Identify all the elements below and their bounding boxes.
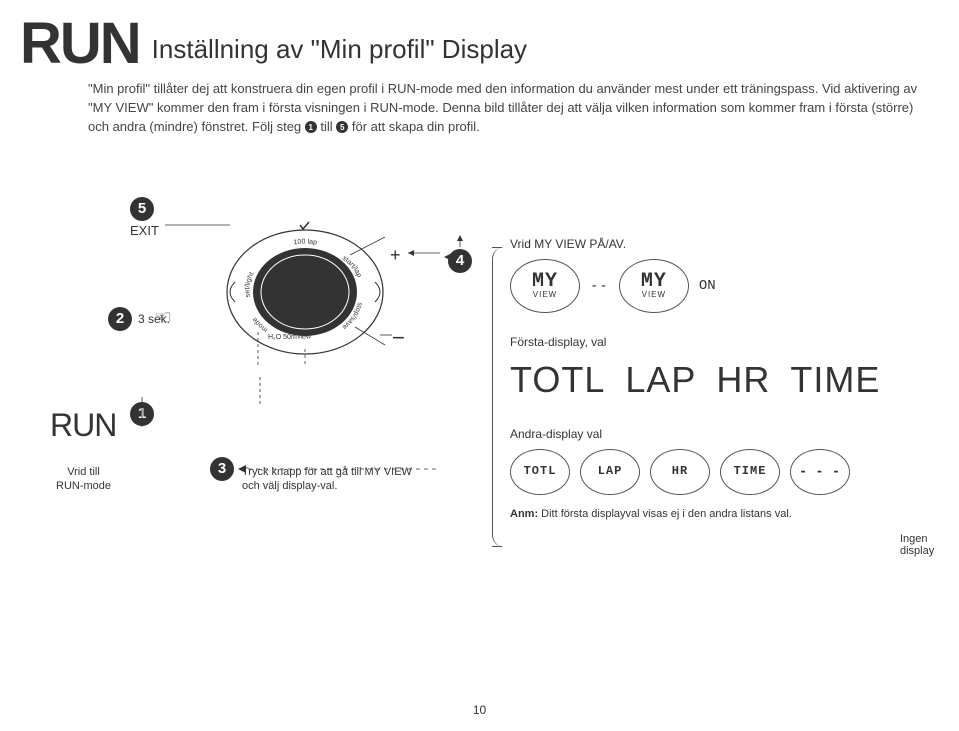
run-logo: RUN — [20, 18, 140, 70]
step-3-text: Tryck knapp för att gå till MY VIEW och … — [242, 465, 422, 494]
bub-time: TIME — [720, 449, 780, 495]
step-1: 1 — [130, 402, 154, 426]
bub-totl: TOTL — [510, 449, 570, 495]
sm-time: TIME — [734, 466, 767, 477]
on-text: ON — [699, 278, 716, 294]
svg-text:view: view — [297, 333, 312, 340]
watch-illustration: 100 lap start/lap stop/save view set/lig… — [220, 217, 390, 367]
opt-time: TIME — [790, 359, 880, 401]
diagram: 5 EXIT 2 3 sek. ☜ RUN 1 Vrid tillRUN-mod… — [20, 197, 919, 517]
forsta-options: TOTL LAP HR TIME — [510, 359, 940, 401]
my-text-2: MY — [641, 273, 667, 291]
bubble-my-on: MY VIEW — [619, 259, 689, 313]
step-5-badge: 5 — [130, 197, 154, 221]
forsta-display-label: Första-display, val — [510, 335, 940, 349]
svg-text:H₂O 50m: H₂O 50m — [268, 334, 297, 341]
sm-totl: TOTL — [524, 466, 557, 477]
plus-icon: + — [390, 245, 401, 266]
intro-paragraph: "Min profil" tillåter dej att konstruera… — [88, 80, 918, 137]
curly-brace — [492, 247, 506, 547]
note-bold: Anm: — [510, 508, 538, 520]
step-5: 5 EXIT — [130, 197, 159, 238]
step-3: 3 — [210, 457, 234, 481]
intro-text-1: "Min profil" tillåter dej att konstruera… — [88, 81, 917, 134]
vrid-till-label: Vrid tillRUN-mode — [56, 465, 111, 494]
opt-hr: HR — [716, 359, 770, 401]
view-text-2: VIEW — [642, 290, 666, 299]
bub-hr: HR — [650, 449, 710, 495]
run-mode-label: RUN — [50, 407, 116, 444]
hand-pointer-icon: ☜ — [154, 305, 172, 330]
dash-off: -- — [590, 278, 609, 294]
sm-lap: LAP — [598, 466, 623, 477]
sm-dash: - - - — [799, 466, 840, 477]
my-text: MY — [532, 273, 558, 291]
step-4-badge: 4 — [448, 249, 472, 273]
right-column: Vrid MY VIEW PÅ/AV. MY VIEW -- MY VIEW O… — [510, 237, 940, 521]
step-ref-5: 5 — [336, 121, 348, 133]
step-ref-1: 1 — [305, 121, 317, 133]
view-text: VIEW — [533, 290, 557, 299]
note-text: Ditt första displayval visas ej i den an… — [538, 508, 792, 520]
page-number: 10 — [473, 703, 486, 717]
exit-label: EXIT — [130, 223, 159, 238]
bub-dash: - - - — [790, 449, 850, 495]
intro-text-2: till — [317, 119, 337, 134]
step-1-badge: 1 — [130, 402, 154, 426]
sm-hr: HR — [672, 466, 688, 477]
andra-display-label: Andra-display val — [510, 427, 940, 441]
minus-icon: − — [392, 325, 405, 351]
page-title: Inställning av "Min profil" Display — [152, 34, 527, 65]
intro-text-3: för att skapa din profil. — [348, 119, 480, 134]
step-2-badge: 2 — [108, 307, 132, 331]
note: Anm: Ditt första displayval visas ej i d… — [510, 507, 830, 521]
svg-text:100 lap: 100 lap — [293, 238, 318, 246]
andra-options: TOTL LAP HR TIME - - - — [510, 449, 940, 495]
vrid-my-view-label: Vrid MY VIEW PÅ/AV. — [510, 237, 940, 251]
step-4: 4 — [448, 249, 472, 273]
bub-lap: LAP — [580, 449, 640, 495]
opt-lap: LAP — [625, 359, 696, 401]
bubble-my-off: MY VIEW — [510, 259, 580, 313]
step-3-badge: 3 — [210, 457, 234, 481]
opt-totl: TOTL — [510, 359, 605, 401]
ingen-display-label: Ingen display — [900, 533, 940, 557]
